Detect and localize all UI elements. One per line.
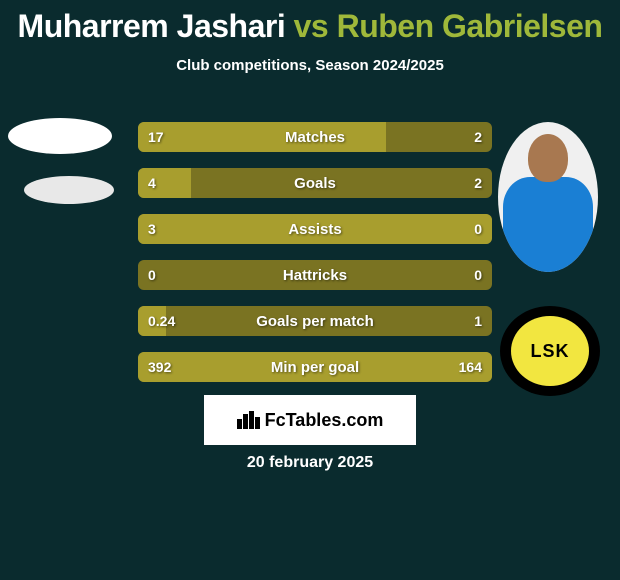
vs-text: vs — [294, 8, 329, 44]
stat-value-right: 0 — [474, 214, 482, 244]
stat-row: Hattricks0 0 — [138, 260, 492, 290]
stat-value-left: 0 — [148, 260, 156, 290]
stat-label: Matches — [138, 122, 492, 152]
stat-value-right: 1 — [474, 306, 482, 336]
stat-value-left: 17 — [148, 122, 164, 152]
stat-row: Min per goal392 164 — [138, 352, 492, 382]
player2-head — [528, 134, 568, 182]
stat-label: Hattricks — [138, 260, 492, 290]
subtitle: Club competitions, Season 2024/2025 — [0, 57, 620, 74]
player1-avatar — [8, 118, 112, 154]
stat-value-left: 0.24 — [148, 306, 175, 336]
stat-row: Goals4 2 — [138, 168, 492, 198]
stat-value-left: 4 — [148, 168, 156, 198]
stat-label: Assists — [138, 214, 492, 244]
stats-container: Matches172Goals42Assists30Hattricks00Goa… — [138, 122, 492, 398]
club-badge-text: LSK — [511, 316, 589, 386]
stat-row: Assists3 0 — [138, 214, 492, 244]
brand-banner: FcTables.com — [204, 395, 416, 445]
player1-name: Muharrem Jashari — [18, 8, 286, 44]
stat-value-right: 2 — [474, 168, 482, 198]
stat-label: Goals — [138, 168, 492, 198]
stat-value-left: 3 — [148, 214, 156, 244]
page-title: Muharrem Jashari vs Ruben Gabrielsen — [0, 0, 620, 45]
stat-value-right: 0 — [474, 260, 482, 290]
bar-chart-icon — [237, 411, 259, 429]
stat-value-right: 164 — [459, 352, 482, 382]
stat-label: Goals per match — [138, 306, 492, 336]
date-text: 20 february 2025 — [0, 454, 620, 472]
brand-text: FcTables.com — [265, 410, 384, 431]
player2-avatar — [498, 122, 598, 272]
stat-value-right: 2 — [474, 122, 482, 152]
stat-label: Min per goal — [138, 352, 492, 382]
player2-club-badge: LSK — [500, 306, 600, 396]
player2-jersey — [503, 177, 593, 272]
player2-name: Ruben Gabrielsen — [337, 8, 603, 44]
stat-row: Matches17 2 — [138, 122, 492, 152]
stat-value-left: 392 — [148, 352, 171, 382]
player1-club-badge — [24, 176, 114, 204]
stat-row: Goals per match0.24 1 — [138, 306, 492, 336]
